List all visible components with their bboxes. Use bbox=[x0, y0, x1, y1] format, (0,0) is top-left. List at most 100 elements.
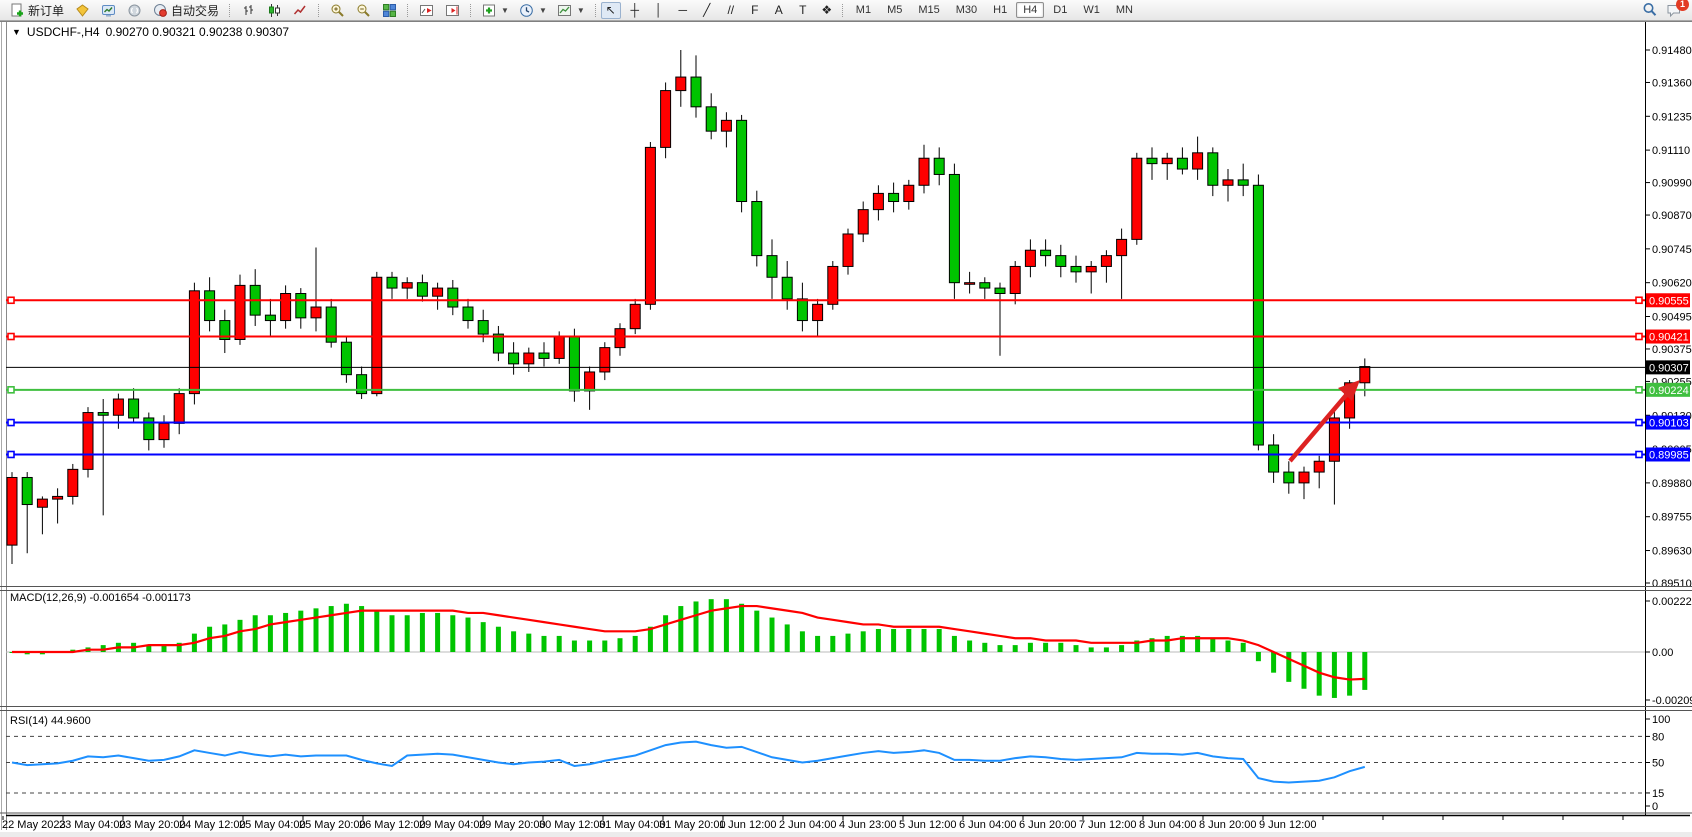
zoom-in-icon[interactable] bbox=[324, 1, 350, 19]
line-handle[interactable] bbox=[1635, 296, 1643, 305]
trendline-tool[interactable]: ╱ bbox=[703, 3, 711, 17]
tile-windows-icon[interactable] bbox=[376, 1, 402, 19]
new-order-button[interactable]: 新订单 bbox=[4, 1, 69, 20]
macd-histogram-bar bbox=[1164, 635, 1170, 652]
price-tick-label: 0.90870 bbox=[1652, 210, 1692, 222]
macd-histogram-bar bbox=[1058, 642, 1064, 652]
macd-histogram-bar bbox=[100, 645, 106, 652]
channel-tool[interactable]: // bbox=[727, 3, 735, 17]
periods-button[interactable]: ▼ bbox=[514, 1, 552, 19]
horizontal-line-tool[interactable]: ─ bbox=[678, 3, 688, 17]
price-tick-label: 0.89755 bbox=[1652, 512, 1692, 524]
vertical-line-tool[interactable]: │ bbox=[655, 3, 663, 17]
search-icon[interactable] bbox=[1642, 2, 1658, 18]
auto-scroll-icon[interactable] bbox=[413, 1, 439, 19]
macd-histogram-bar bbox=[252, 615, 258, 652]
macd-histogram-bar bbox=[1301, 652, 1307, 689]
line-handle[interactable] bbox=[1635, 450, 1643, 459]
macd-histogram-bar bbox=[343, 603, 349, 652]
chart-header: ▼ USDCHF-,H4 0.90270 0.90321 0.90238 0.9… bbox=[12, 25, 289, 39]
price-badge-text: 0.90421 bbox=[1649, 332, 1689, 344]
signals-icon[interactable] bbox=[121, 1, 147, 19]
cursor-tool[interactable]: ↖ bbox=[600, 1, 621, 19]
timeframe-h4[interactable]: H4 bbox=[1016, 2, 1045, 18]
chart-dropdown-icon[interactable]: ▼ bbox=[12, 27, 21, 37]
price-line-badge bbox=[1646, 329, 1690, 344]
macd-histogram-bar bbox=[176, 642, 182, 652]
macd-histogram-bar bbox=[1134, 640, 1140, 652]
macd-histogram-bar bbox=[1347, 652, 1353, 696]
timeframe-m1[interactable]: M1 bbox=[855, 4, 872, 16]
macd-histogram-bar bbox=[541, 635, 547, 652]
candlestick-chart-icon[interactable] bbox=[261, 1, 287, 19]
price-tick-label: 0.89510 bbox=[1652, 578, 1692, 590]
time-tick-label: 23 May 20:00 bbox=[119, 819, 186, 831]
toolbar-separator bbox=[229, 3, 231, 17]
bar-chart-icon[interactable] bbox=[235, 1, 261, 19]
macd-histogram-bar bbox=[678, 606, 684, 652]
line-handle[interactable] bbox=[1635, 386, 1643, 394]
terminal-icon[interactable] bbox=[95, 1, 121, 19]
line-handle[interactable] bbox=[1635, 332, 1643, 341]
macd-histogram-bar bbox=[359, 606, 365, 652]
notifications-button[interactable]: 1 bbox=[1666, 0, 1689, 18]
price-tick-label: 0.90495 bbox=[1652, 312, 1692, 324]
macd-histogram-bar bbox=[1012, 645, 1018, 652]
macd-histogram-bar bbox=[587, 640, 593, 652]
price-line-badge bbox=[1646, 360, 1690, 375]
timeframe-h1[interactable]: H1 bbox=[993, 4, 1008, 16]
line-handle[interactable] bbox=[1635, 418, 1643, 427]
chart-shift-icon[interactable] bbox=[439, 1, 465, 19]
time-tick-label: 4 Jun 23:00 bbox=[839, 819, 897, 831]
time-tick-label: 6 Jun 20:00 bbox=[1019, 819, 1077, 831]
rsi-line bbox=[11, 740, 1366, 784]
macd-histogram-bar bbox=[1027, 642, 1033, 652]
macd-histogram-bar bbox=[860, 631, 866, 652]
label-tool[interactable]: T bbox=[799, 3, 807, 17]
macd-histogram-bar bbox=[845, 633, 851, 652]
line-handle[interactable] bbox=[7, 296, 15, 305]
chart-title: USDCHF-,H4 bbox=[26, 25, 100, 39]
timeframe-w1[interactable]: W1 bbox=[1083, 4, 1100, 16]
text-tool[interactable]: A bbox=[774, 3, 783, 17]
time-tick-label: 23 May 04:00 bbox=[59, 819, 126, 831]
timeframe-mn[interactable]: MN bbox=[1115, 4, 1133, 16]
auto-trading-button[interactable]: 自动交易 bbox=[147, 1, 224, 20]
macd-histogram-bar bbox=[951, 635, 957, 652]
toolbar-separator bbox=[318, 3, 320, 17]
timeframe-m5[interactable]: M5 bbox=[887, 4, 903, 16]
line-handle[interactable] bbox=[7, 332, 15, 341]
macd-histogram-bar bbox=[1073, 645, 1079, 652]
macd-histogram-bar bbox=[936, 629, 942, 652]
macd-histogram-bar bbox=[739, 603, 745, 652]
trend-arrow-annotation[interactable] bbox=[1288, 380, 1360, 463]
new-order-icon bbox=[9, 2, 25, 18]
time-tick-label: 26 May 12:00 bbox=[359, 819, 426, 831]
zoom-out-icon[interactable] bbox=[350, 1, 376, 19]
toolbar-separator bbox=[594, 3, 596, 17]
price-badge-text: 0.89985 bbox=[1649, 449, 1689, 461]
timeframe-m30[interactable]: M30 bbox=[955, 4, 978, 16]
metaeditor-icon[interactable] bbox=[69, 1, 95, 19]
line-handle[interactable] bbox=[7, 418, 15, 427]
macd-histogram-bar bbox=[146, 645, 152, 652]
timeframe-m15[interactable]: M15 bbox=[918, 4, 940, 16]
line-chart-icon[interactable] bbox=[287, 1, 313, 19]
line-handle[interactable] bbox=[7, 386, 15, 394]
line-handle[interactable] bbox=[7, 450, 15, 459]
macd-histogram-bar bbox=[830, 635, 836, 652]
bottom-strip bbox=[0, 832, 1692, 837]
macd-histogram-bar bbox=[222, 624, 228, 652]
notification-badge: 1 bbox=[1676, 0, 1689, 11]
templates-button[interactable]: ▼ bbox=[552, 1, 590, 19]
crosshair-tool[interactable]: ┼ bbox=[630, 3, 640, 17]
price-lines[interactable]: 0.90555 0.90421 0.90307 0.90224 0.90103 0.899… bbox=[6, 293, 1690, 462]
shapes-tool[interactable]: ❖ bbox=[821, 3, 833, 17]
time-tick-label: 24 May 12:00 bbox=[179, 819, 246, 831]
macd-histogram-bar bbox=[693, 601, 699, 652]
fibonacci-tool[interactable]: F bbox=[751, 3, 759, 17]
timeframe-d1[interactable]: D1 bbox=[1053, 4, 1068, 16]
indicators-button[interactable]: ▼ bbox=[476, 1, 514, 19]
